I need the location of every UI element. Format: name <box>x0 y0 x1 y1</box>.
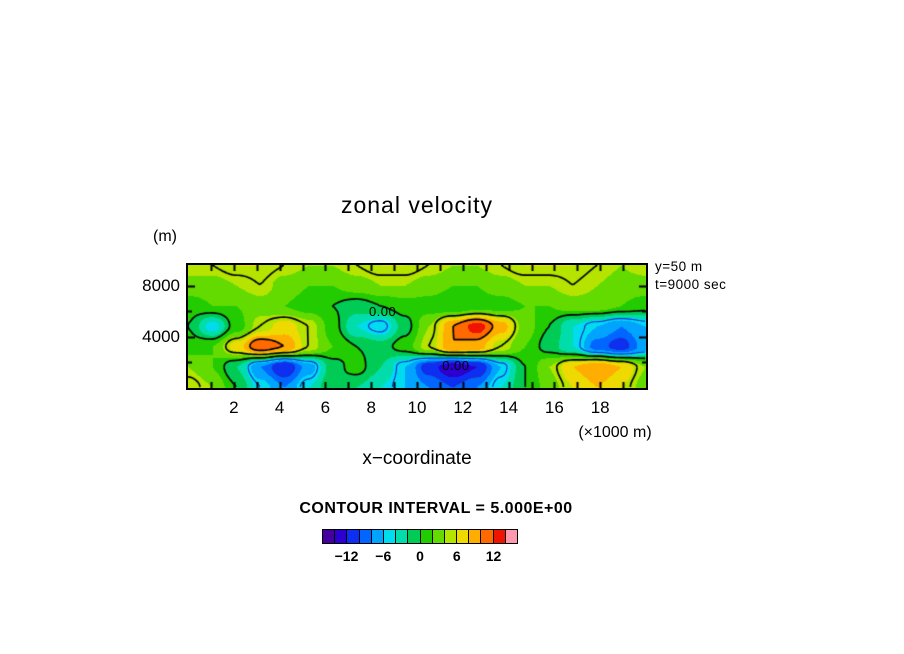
colorbar-cell <box>359 530 372 543</box>
plot-title: zonal velocity <box>340 192 494 218</box>
contour-value-label: 0.00 <box>368 304 397 320</box>
colorbar-cell <box>323 530 336 543</box>
colorbar-cell <box>396 530 409 543</box>
x-tick-label: 4 <box>274 398 285 417</box>
x-tick-label: 18 <box>590 398 610 417</box>
colorbar-cell <box>444 530 458 543</box>
colorbar-tick-label: 12 <box>485 548 502 564</box>
colorbar-cell <box>408 530 421 543</box>
colorbar-cell <box>469 530 482 543</box>
x-axis-title: x−coordinate <box>362 448 472 469</box>
y-axis-unit-label: (m) <box>153 228 177 245</box>
colorbar-cell <box>383 530 397 543</box>
colorbar-cell <box>371 530 384 543</box>
colorbar-cell <box>457 530 470 543</box>
y-tick-label: 8000 <box>142 275 180 295</box>
colorbar-cell <box>505 530 517 543</box>
x-tick-label: 6 <box>320 398 331 417</box>
contour-plot-frame: 0.00 0.00 <box>186 263 648 390</box>
colorbar-cell <box>420 530 433 543</box>
x-tick-label: 12 <box>453 398 473 417</box>
y-tick-label: 4000 <box>142 326 180 346</box>
x-tick-label: 16 <box>544 398 564 417</box>
contour-interval-note: CONTOUR INTERVAL = 5.000E+00 <box>299 500 573 517</box>
colorbar <box>322 529 518 544</box>
contour-plot-canvas <box>188 265 646 388</box>
x-axis-unit-label: (×1000 m) <box>578 424 652 441</box>
x-tick-label: 10 <box>407 398 427 417</box>
colorbar-cell <box>335 530 348 543</box>
contour-value-label: 0.00 <box>442 358 470 374</box>
x-tick-label: 14 <box>499 398 519 417</box>
slice-annotation-time: t=9000 sec <box>655 277 727 292</box>
colorbar-cell <box>493 530 506 543</box>
colorbar-tick-label: 0 <box>416 548 424 564</box>
slice-annotation-y: y=50 m <box>655 259 703 274</box>
colorbar-tick-label: −6 <box>375 548 392 564</box>
colorbar-tick-label: 6 <box>452 548 461 564</box>
colorbar-cell <box>347 530 360 543</box>
colorbar-tick-label: −12 <box>334 548 359 564</box>
colorbar-cell <box>481 530 494 543</box>
x-tick-label: 2 <box>229 398 239 417</box>
x-tick-label: 8 <box>366 398 376 417</box>
colorbar-cell <box>432 530 445 543</box>
